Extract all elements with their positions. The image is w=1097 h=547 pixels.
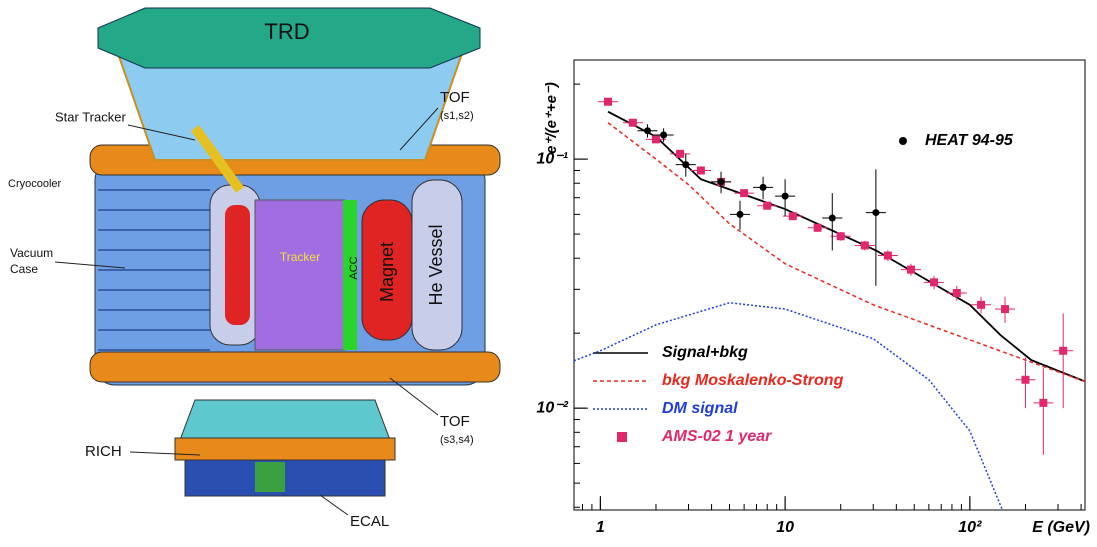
legend-label: DM signal [662,400,738,417]
label-tof-top-sub: (s1,s2) [440,110,474,122]
ecal-block [255,462,285,492]
data-point [883,251,892,260]
data-point [781,192,789,200]
star-tracker-body [190,125,245,193]
detector-diagram [89,7,501,497]
data-point [717,178,725,186]
plot-frame [573,59,1086,511]
legend-label: AMS-02 1 year [661,428,772,445]
rich-ring [174,437,396,461]
rich-body [179,399,391,441]
label-vacuum-case: Vacuum [10,246,53,260]
data-point [644,127,652,135]
legend-swatch [617,432,627,442]
data-point [736,210,744,218]
pointer [389,377,439,416]
label-vacuum-case-2: Case [10,262,38,276]
data-point [828,214,836,222]
y-tick-label: 10⁻² [536,399,568,416]
data-point [682,161,690,169]
data-point [836,232,845,241]
pointer [319,494,349,516]
legend-label: bkg Moskalenko-Strong [662,372,844,389]
magnet-left [225,205,250,325]
data-point [759,183,767,191]
label-tracker: Tracker [280,250,320,264]
x-tick-label: 1 [596,519,605,536]
label-cryocooler: Cryocooler [8,178,62,190]
x-tick-label: 10 [776,519,794,536]
data-point [860,241,869,250]
pointer [54,261,126,269]
label-tof-bottom: TOF [440,413,470,430]
x-tick-label: 10² [958,519,982,536]
x-axis-label: E (GeV) [1032,519,1090,536]
series-line [573,301,1004,511]
chart: E (GeV) e⁺/(e⁺+e⁻) 1 10 10² 10⁻¹ 10⁻² Signal+… [536,59,1090,536]
y-axis-label: e⁺/(e⁺+e⁻) [543,82,560,154]
data-point [1059,346,1068,355]
data-point [740,189,749,198]
data-point [696,166,705,175]
legend-swatch [899,137,907,145]
legend-label: HEAT 94-95 [925,132,1014,149]
diagram-labels: TRD Star Tracker TOF (s1,s2) Cryocooler … [8,19,474,530]
label-he-vessel: He Vessel [426,224,446,305]
legend-label: Signal+bkg [662,344,748,361]
data-point [977,300,986,309]
data-point [660,131,668,139]
data-point [628,118,637,127]
label-trd: TRD [264,19,309,44]
data-point [788,212,797,221]
data-point [676,149,685,158]
data-point [1001,305,1010,314]
lower-ring [89,351,501,383]
data-point [1021,375,1030,384]
data-point [813,223,822,232]
case-rings [98,189,210,351]
label-magnet: Magnet [377,242,397,302]
he-vessel-body [411,179,463,351]
data-point [763,201,772,210]
data-point [930,278,939,287]
data-point [651,135,660,144]
acc-body [343,200,357,350]
label-rich: RICH [85,443,122,460]
label-ecal: ECAL [350,513,389,530]
y-tick-label: 10⁻¹ [536,150,568,167]
label-acc: ACC [348,256,360,279]
pointer [127,124,196,141]
tracker-body [254,199,346,351]
pointer [399,107,439,151]
label-star-tracker: Star Tracker [55,109,126,124]
label-tof-top: TOF [440,89,470,106]
data-point [872,209,880,217]
data-point [906,265,915,274]
data-point [1039,398,1048,407]
series-line [607,122,1086,383]
data-point [604,97,613,106]
trd-top [97,7,481,69]
label-tof-bottom-sub: (s3,s4) [440,434,474,446]
data-point [952,288,961,297]
pointer [129,451,201,456]
